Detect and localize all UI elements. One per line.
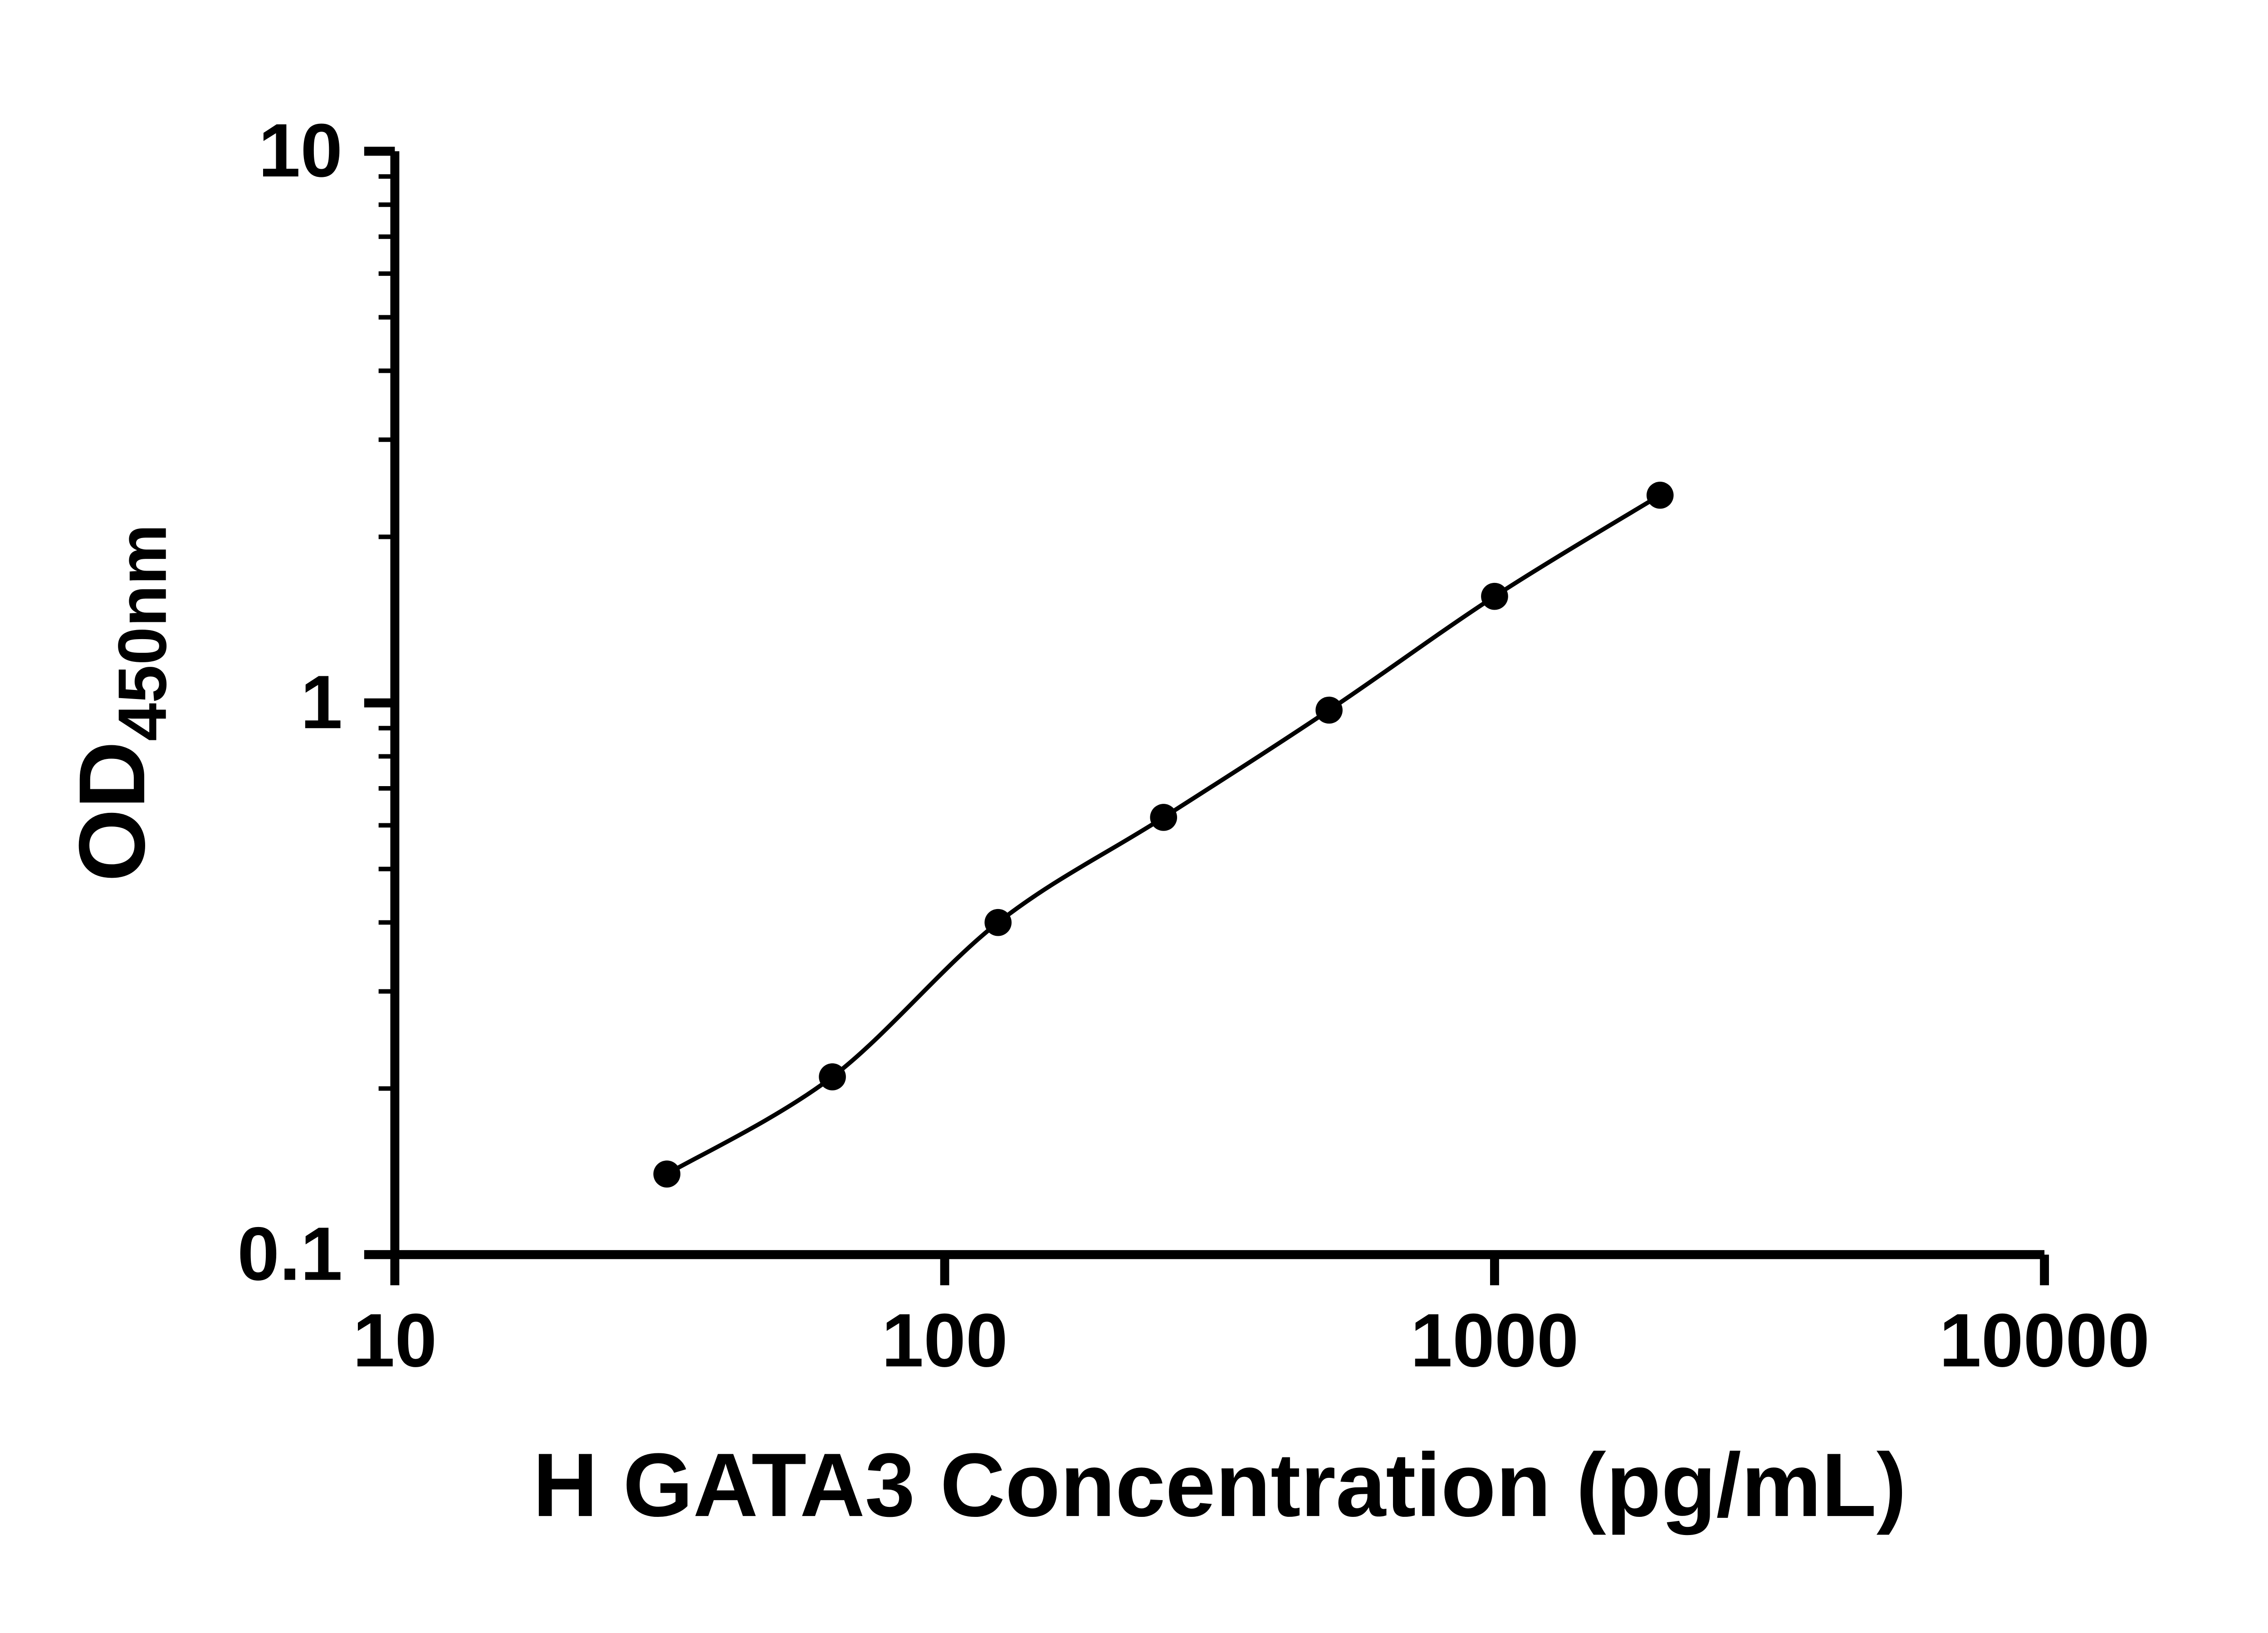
axis-frame [390, 151, 2045, 1259]
x-tick-label: 10000 [1939, 1298, 2150, 1383]
y-tick-label: 1 [300, 660, 342, 744]
data-point-1 [653, 1160, 680, 1188]
y-axis-title-main: OD [59, 741, 164, 882]
data-point-6 [1481, 582, 1508, 610]
x-tick-label: 10 [353, 1298, 437, 1383]
y-tick-label: 0.1 [237, 1212, 342, 1296]
x-axis-title: H GATA3 Concentration (pg/mL) [533, 1435, 1906, 1535]
y-axis-title-subscript: 450nm [104, 524, 181, 741]
data-point-2 [819, 1063, 846, 1090]
data-point-5 [1315, 696, 1343, 724]
curve-line [665, 493, 1662, 1176]
y-axis-title: OD450nm [59, 524, 181, 881]
data-point-4 [1150, 804, 1177, 831]
x-tick-label: 1000 [1410, 1298, 1579, 1383]
y-tick-label: 10 [258, 108, 342, 193]
data-point-7 [1646, 481, 1674, 509]
x-tick-label: 100 [881, 1298, 1008, 1383]
data-point-3 [984, 909, 1012, 936]
